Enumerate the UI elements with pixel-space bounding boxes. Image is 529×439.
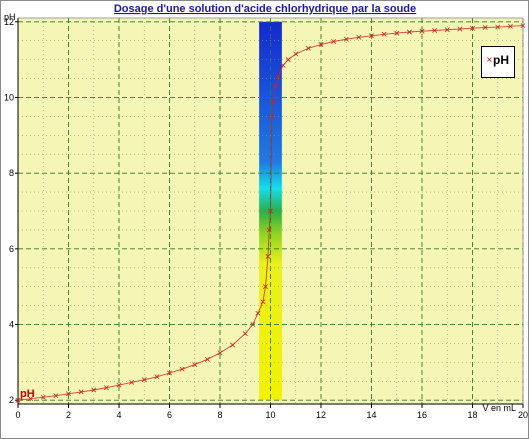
- x-tick-label: 16: [417, 410, 427, 420]
- y-tick-label: 12: [4, 17, 14, 27]
- data-point-ph: [103, 385, 109, 391]
- x-tick-label: 0: [15, 410, 20, 420]
- data-point-ph: [520, 23, 526, 29]
- x-axis-label: V en mL: [482, 403, 516, 413]
- data-point-ph: [432, 28, 438, 33]
- data-point-ph: [78, 389, 84, 395]
- data-point-ph: [343, 36, 349, 42]
- data-point-ph: [179, 366, 185, 372]
- data-point-ph: [91, 387, 97, 393]
- data-point-ph: [305, 45, 311, 51]
- data-point-ph: [507, 23, 513, 29]
- data-point-ph: [129, 379, 135, 385]
- data-point-ph: [250, 322, 256, 328]
- series-start-label: pH: [20, 388, 35, 400]
- legend-marker-icon: ×: [486, 55, 493, 64]
- data-point-ph: [53, 393, 59, 399]
- data-point-ph: [268, 208, 273, 214]
- x-tick-label: 14: [366, 410, 376, 420]
- x-tick-label: 10: [265, 410, 275, 420]
- x-tick-label: 8: [217, 410, 222, 420]
- data-point-ph: [269, 113, 275, 119]
- y-tick-label: 6: [9, 244, 14, 254]
- data-point-ph: [356, 34, 362, 40]
- data-point-ph: [381, 31, 387, 37]
- data-point-ph: [28, 396, 34, 402]
- data-point-ph: [260, 299, 266, 305]
- y-tick-label: 10: [4, 92, 14, 102]
- data-point-ph: [406, 29, 412, 35]
- y-tick-label: 2: [9, 395, 14, 405]
- data-point-ph: [482, 24, 488, 30]
- data-point-ph: [262, 284, 268, 290]
- data-point-ph: [40, 394, 46, 400]
- legend-label: pH: [493, 53, 509, 67]
- x-tick-label: 6: [167, 410, 172, 420]
- x-tick-label: 12: [316, 410, 326, 420]
- x-tick-label: 2: [66, 410, 71, 420]
- legend: × pH: [481, 46, 515, 78]
- data-point-ph: [369, 33, 374, 39]
- data-point-ph: [217, 350, 223, 356]
- data-point-ph: [318, 42, 324, 47]
- data-point-ph: [154, 374, 160, 380]
- data-point-ph: [457, 26, 463, 32]
- x-tick-label: 18: [467, 410, 477, 420]
- data-point-ph: [141, 377, 147, 383]
- data-point-ph: [331, 38, 337, 44]
- data-point-ph: [444, 27, 450, 33]
- data-point-ph: [265, 253, 271, 259]
- data-point-ph: [66, 391, 71, 397]
- data-point-ph: [255, 310, 261, 316]
- data-point-ph: [15, 397, 21, 403]
- data-point-ph: [394, 30, 400, 36]
- data-point-ph: [470, 25, 475, 31]
- x-tick-label: 20: [518, 410, 528, 420]
- data-point-ph: [204, 356, 210, 362]
- data-point-ph: [230, 342, 236, 348]
- y-tick-label: 8: [9, 168, 14, 178]
- data-point-ph: [192, 362, 198, 368]
- data-point-ph: [242, 331, 248, 337]
- y-axis-label: pH: [4, 12, 16, 22]
- data-point-ph: [275, 74, 281, 80]
- data-point-ph: [273, 83, 279, 89]
- data-point-ph: [285, 57, 291, 63]
- y-tick-label: 4: [9, 320, 14, 330]
- data-point-ph: [280, 62, 286, 68]
- data-point-ph: [419, 28, 425, 34]
- x-tick-label: 4: [116, 410, 121, 420]
- data-point-ph: [270, 98, 276, 104]
- data-point-ph: [495, 24, 501, 30]
- chart-title: Dosage d'une solution d'acide chlorhydri…: [114, 3, 416, 15]
- data-point-ph: [116, 382, 122, 388]
- data-point-ph: [266, 227, 272, 233]
- data-point-ph: [293, 51, 299, 57]
- data-point-ph: [167, 370, 172, 376]
